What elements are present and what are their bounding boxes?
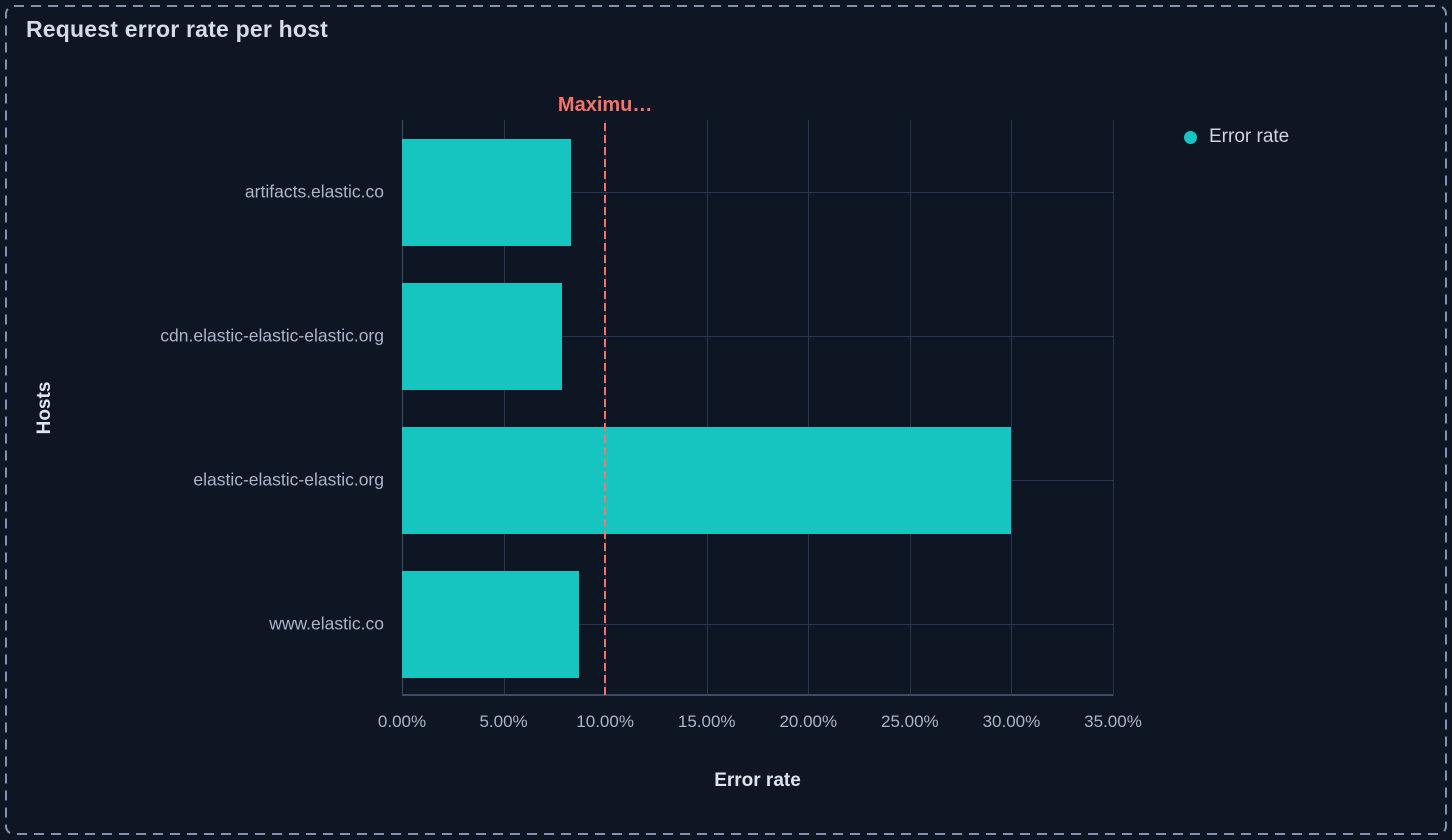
x-axis-tick-35.00%: 35.00% bbox=[1084, 712, 1142, 731]
annotation-threshold-line bbox=[604, 123, 607, 696]
y-axis-label-www.elastic.co: www.elastic.co bbox=[269, 613, 384, 634]
bar-cdn.elastic-elastic-elastic.org[interactable] bbox=[402, 282, 563, 390]
x-axis-tick-0.00%: 0.00% bbox=[377, 712, 427, 731]
y-axis-line bbox=[402, 120, 403, 696]
vertical-gridline bbox=[808, 120, 810, 696]
legend-series-dot bbox=[1184, 130, 1197, 144]
vertical-gridline bbox=[706, 120, 708, 696]
x-axis-tick-5.00%: 5.00% bbox=[479, 712, 528, 731]
x-axis-tick-10.00%: 10.00% bbox=[576, 712, 634, 731]
y-axis-label-cdn.elastic-elastic-elastic.org: cdn.elastic-elastic-elastic.org bbox=[160, 325, 384, 346]
plot-area bbox=[402, 120, 1114, 696]
vertical-gridline bbox=[909, 120, 911, 696]
y-axis-label-elastic-elastic-elastic.org: elastic-elastic-elastic.org bbox=[193, 469, 384, 490]
x-axis-line bbox=[402, 694, 1113, 696]
x-axis-tick-labels: 0.00% 5.00% 10.00% 15.00% 20.00% 25.00% 30.00%… bbox=[378, 712, 1142, 736]
x-axis-title: Error rate bbox=[714, 770, 801, 791]
panel-title: Request error rate per host bbox=[26, 16, 328, 42]
vertical-gridline bbox=[1011, 120, 1013, 696]
vertical-gridline bbox=[503, 120, 505, 696]
bar-elastic-elastic-elastic.org[interactable] bbox=[402, 426, 1012, 534]
legend-series-label: Error rate bbox=[1209, 126, 1290, 147]
x-axis-tick-25.00%: 25.00% bbox=[881, 712, 939, 731]
legend-item-error-rate[interactable]: Error rate bbox=[1184, 126, 1289, 148]
bar-artifacts.elastic.co[interactable] bbox=[402, 138, 571, 246]
horizontal-gridline bbox=[402, 192, 1113, 193]
x-axis-tick-30.00%: 30.00% bbox=[982, 712, 1041, 731]
horizontal-gridline bbox=[402, 336, 1113, 337]
bar-www.elastic.co[interactable] bbox=[402, 570, 579, 678]
y-axis-category-labels: artifacts.elastic.co cdn.elastic-elastic-… bbox=[0, 120, 402, 696]
y-axis-label-artifacts.elastic.co: artifacts.elastic.co bbox=[244, 181, 384, 202]
vertical-gridline bbox=[1113, 120, 1114, 696]
annotation-label[interactable]: Maximu… bbox=[557, 94, 653, 116]
x-axis-tick-15.00%: 15.00% bbox=[677, 712, 736, 731]
horizontal-gridline bbox=[402, 624, 1113, 625]
x-axis-tick-20.00%: 20.00% bbox=[779, 712, 838, 731]
